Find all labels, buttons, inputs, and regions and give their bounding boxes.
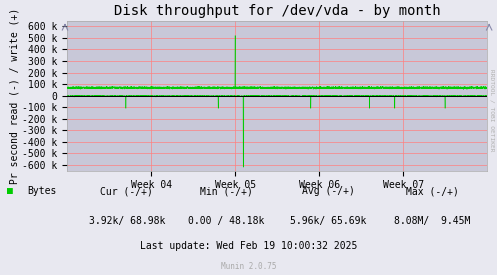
Text: Bytes: Bytes (27, 186, 57, 196)
Text: 3.92k/ 68.98k: 3.92k/ 68.98k (88, 216, 165, 226)
Text: Min (-/+): Min (-/+) (200, 186, 252, 196)
Text: Last update: Wed Feb 19 10:00:32 2025: Last update: Wed Feb 19 10:00:32 2025 (140, 241, 357, 251)
Text: Cur (-/+): Cur (-/+) (100, 186, 153, 196)
Text: Avg (-/+): Avg (-/+) (302, 186, 354, 196)
Text: RRDTOOL / TOBI OETIKER: RRDTOOL / TOBI OETIKER (490, 69, 495, 151)
Text: ■: ■ (7, 186, 13, 196)
Text: Max (-/+): Max (-/+) (406, 186, 459, 196)
Text: 8.08M/  9.45M: 8.08M/ 9.45M (394, 216, 471, 226)
Y-axis label: Pr second read (-) / write (+): Pr second read (-) / write (+) (9, 7, 19, 184)
Text: 0.00 / 48.18k: 0.00 / 48.18k (188, 216, 264, 226)
Title: Disk throughput for /dev/vda - by month: Disk throughput for /dev/vda - by month (114, 4, 440, 18)
Text: 5.96k/ 65.69k: 5.96k/ 65.69k (290, 216, 366, 226)
Text: Munin 2.0.75: Munin 2.0.75 (221, 262, 276, 271)
